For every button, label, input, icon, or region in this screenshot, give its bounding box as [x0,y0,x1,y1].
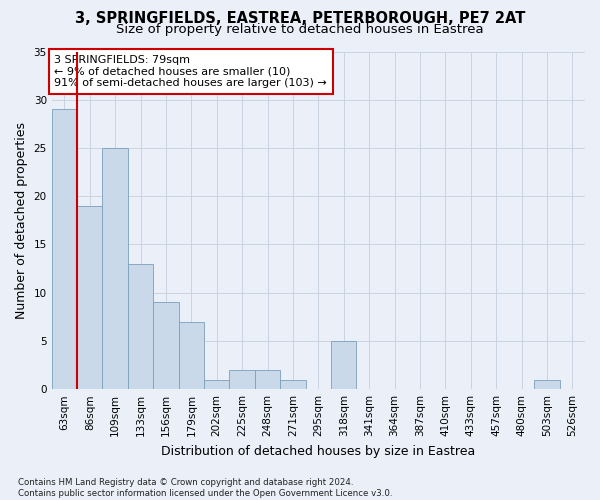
Bar [52,110,77,389]
Bar [280,380,305,389]
Bar [153,302,179,389]
Y-axis label: Number of detached properties: Number of detached properties [15,122,28,319]
Bar [331,341,356,389]
Bar [128,264,153,389]
Bar [255,370,280,389]
Bar [534,380,560,389]
Bar [103,148,128,389]
Text: 3, SPRINGFIELDS, EASTREA, PETERBOROUGH, PE7 2AT: 3, SPRINGFIELDS, EASTREA, PETERBOROUGH, … [75,11,525,26]
X-axis label: Distribution of detached houses by size in Eastrea: Distribution of detached houses by size … [161,444,475,458]
Bar [229,370,255,389]
Text: Contains HM Land Registry data © Crown copyright and database right 2024.
Contai: Contains HM Land Registry data © Crown c… [18,478,392,498]
Text: 3 SPRINGFIELDS: 79sqm
← 9% of detached houses are smaller (10)
91% of semi-detac: 3 SPRINGFIELDS: 79sqm ← 9% of detached h… [55,55,327,88]
Bar [77,206,103,389]
Bar [179,322,204,389]
Bar [204,380,229,389]
Text: Size of property relative to detached houses in Eastrea: Size of property relative to detached ho… [116,22,484,36]
